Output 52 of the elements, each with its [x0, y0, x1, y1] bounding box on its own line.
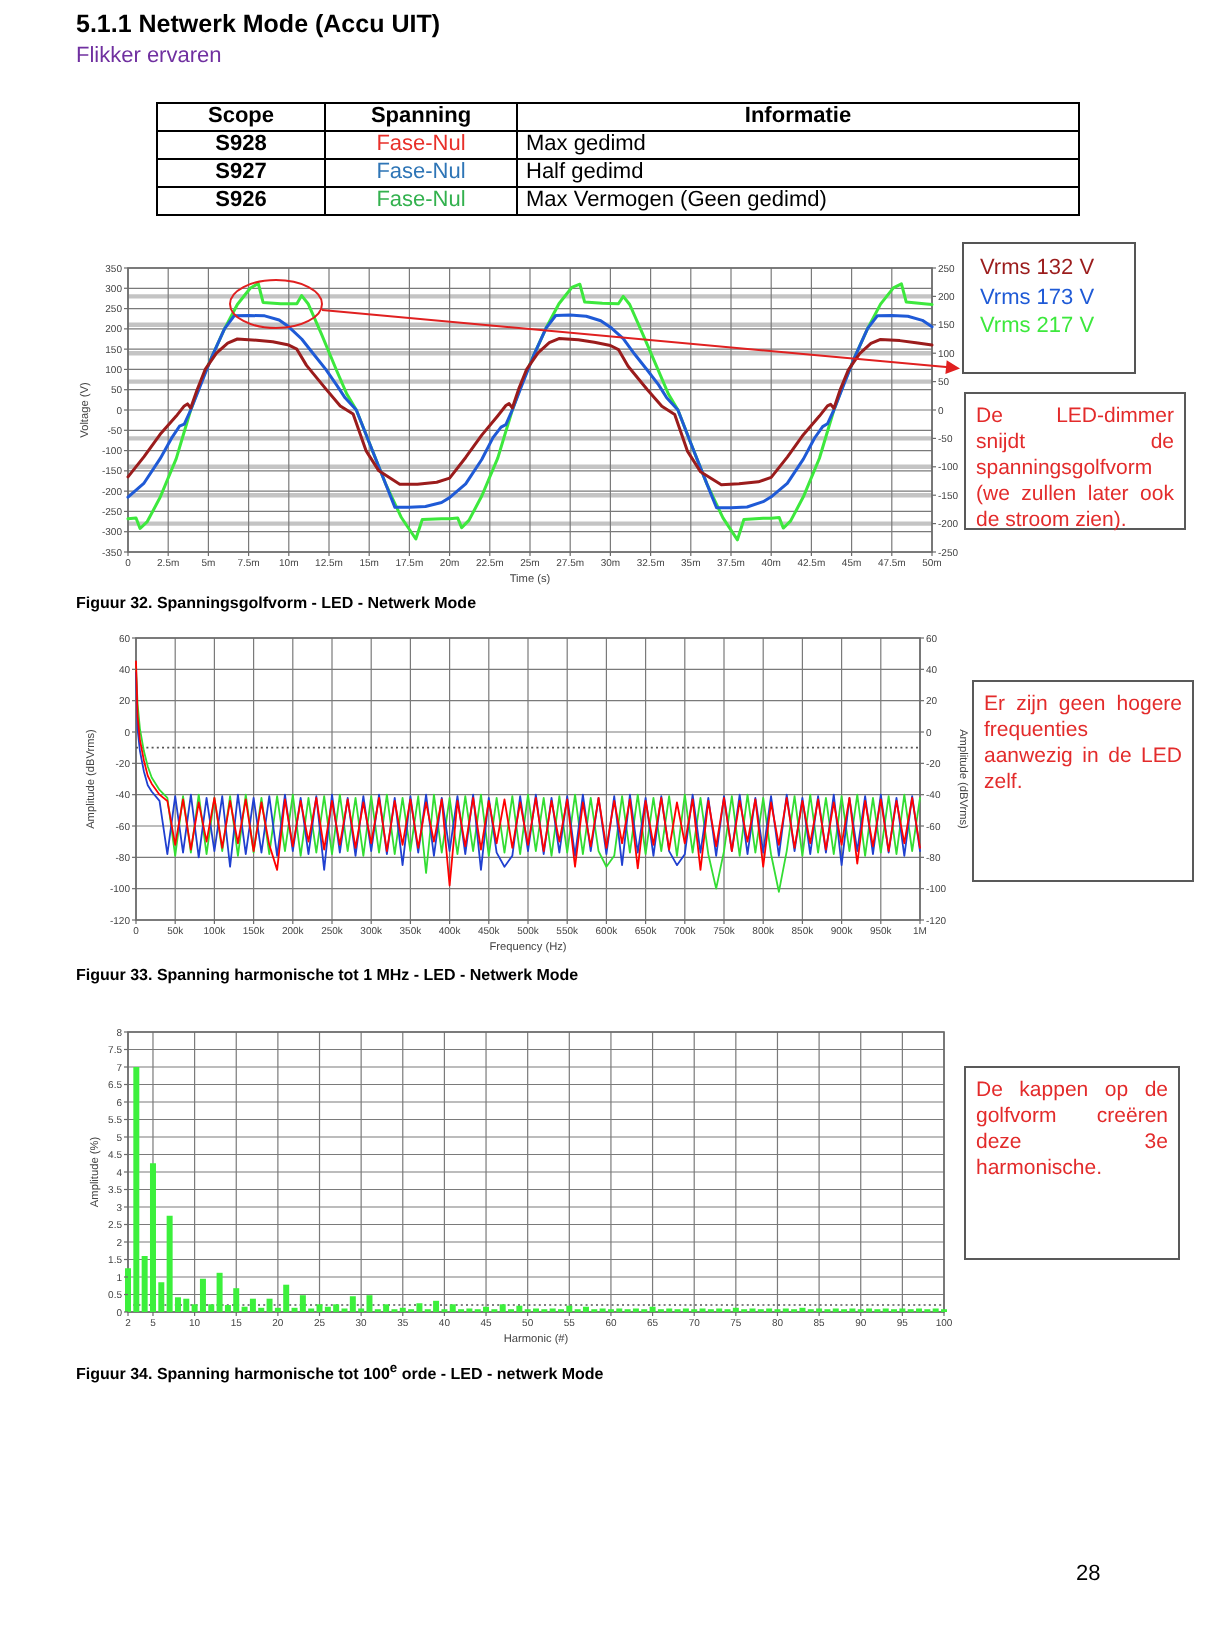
bar	[233, 1288, 240, 1312]
bar	[349, 1296, 356, 1312]
text: Er zijn geen hogere frequenties aanwezig in de LED zelf.	[972, 680, 1194, 882]
line-series	[126, 337, 934, 487]
text: Max Vermogen (Geen gedimd)	[517, 187, 1079, 215]
bar	[516, 1305, 523, 1312]
bar	[383, 1304, 390, 1312]
bar	[433, 1300, 440, 1312]
bar	[483, 1306, 490, 1312]
bar	[649, 1306, 656, 1312]
bar	[166, 1215, 173, 1312]
text: S926	[157, 187, 325, 215]
text: Max gedimd	[517, 131, 1079, 159]
bar	[299, 1295, 306, 1312]
bar	[183, 1298, 190, 1312]
bar	[449, 1304, 456, 1312]
bar	[366, 1295, 373, 1312]
text: 5.1.1 Netwerk Mode (Accu UIT)	[76, 10, 440, 38]
text: Half gedimd	[517, 159, 1079, 187]
text: S927	[157, 159, 325, 187]
bar	[499, 1304, 506, 1312]
text: Figuur 32. Spanningsgolfvorm - LED - Netwerk Mode	[76, 594, 477, 612]
bar	[266, 1298, 273, 1312]
text: Fase-Nul	[325, 131, 517, 159]
text: Figuur 34. Spanning harmonische tot 100$^{e}$ orde - LED - netwerk Mode	[76, 1362, 604, 1384]
bar	[566, 1305, 573, 1312]
text: S928	[157, 131, 325, 159]
bar	[416, 1303, 423, 1312]
bar	[333, 1304, 340, 1312]
text: Figuur 33. Spanning harmonische tot 1 MHz - LED - Netwerk Mode	[76, 966, 579, 984]
bar	[149, 1163, 156, 1312]
text: De LED-dimmer snijdt de spanningsgolfvorm (we zullen later ook de stroom zien).	[964, 392, 1186, 532]
text: De kappen op de golfvorm creëren deze 3e harmonische.	[964, 1066, 1180, 1260]
text: Flikker ervaren	[76, 44, 222, 68]
text: Fase-Nul	[325, 187, 517, 215]
bar	[324, 1306, 331, 1312]
line-series	[126, 313, 934, 510]
text: Fase-Nul	[325, 159, 517, 187]
bar	[133, 1067, 140, 1312]
bar	[283, 1284, 290, 1312]
bar	[199, 1278, 206, 1312]
text: Vrms 132 V	[980, 254, 1097, 283]
text: 28	[1076, 1562, 1101, 1586]
text: Informatie	[517, 103, 1079, 131]
bar	[249, 1298, 256, 1312]
bar	[316, 1304, 323, 1312]
bar	[582, 1306, 589, 1312]
bar	[216, 1272, 223, 1312]
text: Vrms 217 V	[980, 312, 1097, 341]
text: Vrms 173 V	[980, 283, 1097, 312]
text: Spanning	[325, 103, 517, 131]
text: Scope	[157, 103, 325, 131]
